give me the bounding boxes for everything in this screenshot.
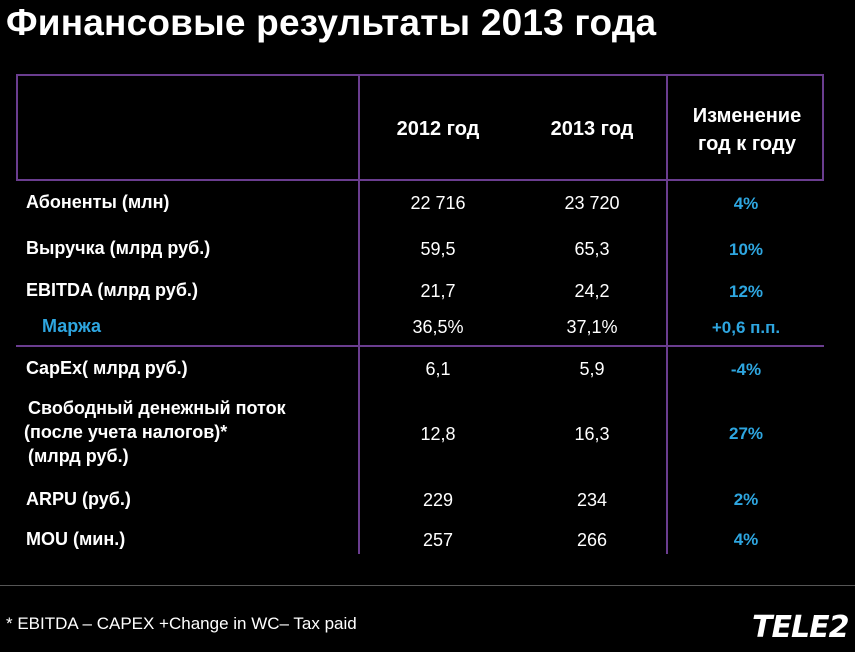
row-label-mou: MOU (мин.) xyxy=(26,529,126,549)
cell-capex-2013: 5,9 xyxy=(579,359,605,379)
label-column-divider xyxy=(358,74,360,554)
row-label-fcf: Свободный денежный поток (после учета на… xyxy=(24,396,286,468)
cell-subscribers-2013: 23 720 xyxy=(564,193,620,213)
table-top-border xyxy=(16,74,824,76)
header-change: Изменение год к году xyxy=(672,102,822,158)
row-label-subscribers: Абоненты (млн) xyxy=(26,192,170,212)
cell-mou-change: 4% xyxy=(733,530,759,549)
cell-revenue-2012: 59,5 xyxy=(420,239,456,259)
cell-arpu-2013: 234 xyxy=(576,490,608,510)
cell-ebitda-2013: 24,2 xyxy=(574,281,610,301)
cell-subscribers-2012: 22 716 xyxy=(410,193,466,213)
row-label-fcf-line1: Свободный денежный поток xyxy=(28,398,286,418)
cell-ebitda-2012: 21,7 xyxy=(420,281,456,301)
right-header-border xyxy=(822,74,824,181)
row-label-arpu: ARPU (руб.) xyxy=(26,489,131,509)
page-title: Финансовые результаты 2013 года xyxy=(6,2,657,43)
row-label-fcf-line2: (после учета налогов)* xyxy=(24,422,228,442)
header-change-line1: Изменение xyxy=(692,105,802,127)
tele2-logo: TELE2 xyxy=(752,610,849,645)
row-label-margin: Маржа xyxy=(42,316,101,336)
left-header-border xyxy=(16,74,18,181)
row-label-fcf-line3: (млрд руб.) xyxy=(28,446,129,466)
row-label-ebitda: EBITDA (млрд руб.) xyxy=(26,280,198,300)
cell-capex-2012: 6,1 xyxy=(425,359,451,379)
results-table: 2012 год 2013 год Изменение год к году А… xyxy=(16,74,824,554)
cell-fcf-2012: 12,8 xyxy=(420,424,456,444)
row-label-revenue: Выручка (млрд руб.) xyxy=(26,238,211,258)
cell-mou-2013: 266 xyxy=(576,530,608,550)
footnote: * EBITDA – CAPEX +Change in WC– Tax paid xyxy=(6,614,357,633)
cell-arpu-2012: 229 xyxy=(422,490,454,510)
cell-capex-change: -4% xyxy=(730,360,762,379)
change-column-divider xyxy=(666,74,668,554)
section-divider xyxy=(16,345,824,347)
cell-fcf-2013: 16,3 xyxy=(574,424,610,444)
footer-divider xyxy=(0,585,855,586)
cell-revenue-2013: 65,3 xyxy=(574,239,610,259)
cell-fcf-change: 27% xyxy=(728,424,764,443)
cell-margin-change: +0,6 п.п. xyxy=(711,318,781,337)
header-bottom-border xyxy=(16,179,824,181)
cell-arpu-change: 2% xyxy=(733,490,759,509)
cell-margin-2013: 37,1% xyxy=(566,317,618,337)
cell-ebitda-change: 12% xyxy=(728,282,764,301)
cell-margin-2012: 36,5% xyxy=(412,317,464,337)
row-label-capex: CapEx( млрд руб.) xyxy=(26,358,188,378)
cell-revenue-change: 10% xyxy=(728,240,764,259)
header-2012: 2012 год xyxy=(396,118,480,140)
cell-mou-2012: 257 xyxy=(422,530,454,550)
cell-subscribers-change: 4% xyxy=(733,194,759,213)
header-2013: 2013 год xyxy=(550,118,634,140)
header-change-line2: год к году xyxy=(698,133,796,155)
